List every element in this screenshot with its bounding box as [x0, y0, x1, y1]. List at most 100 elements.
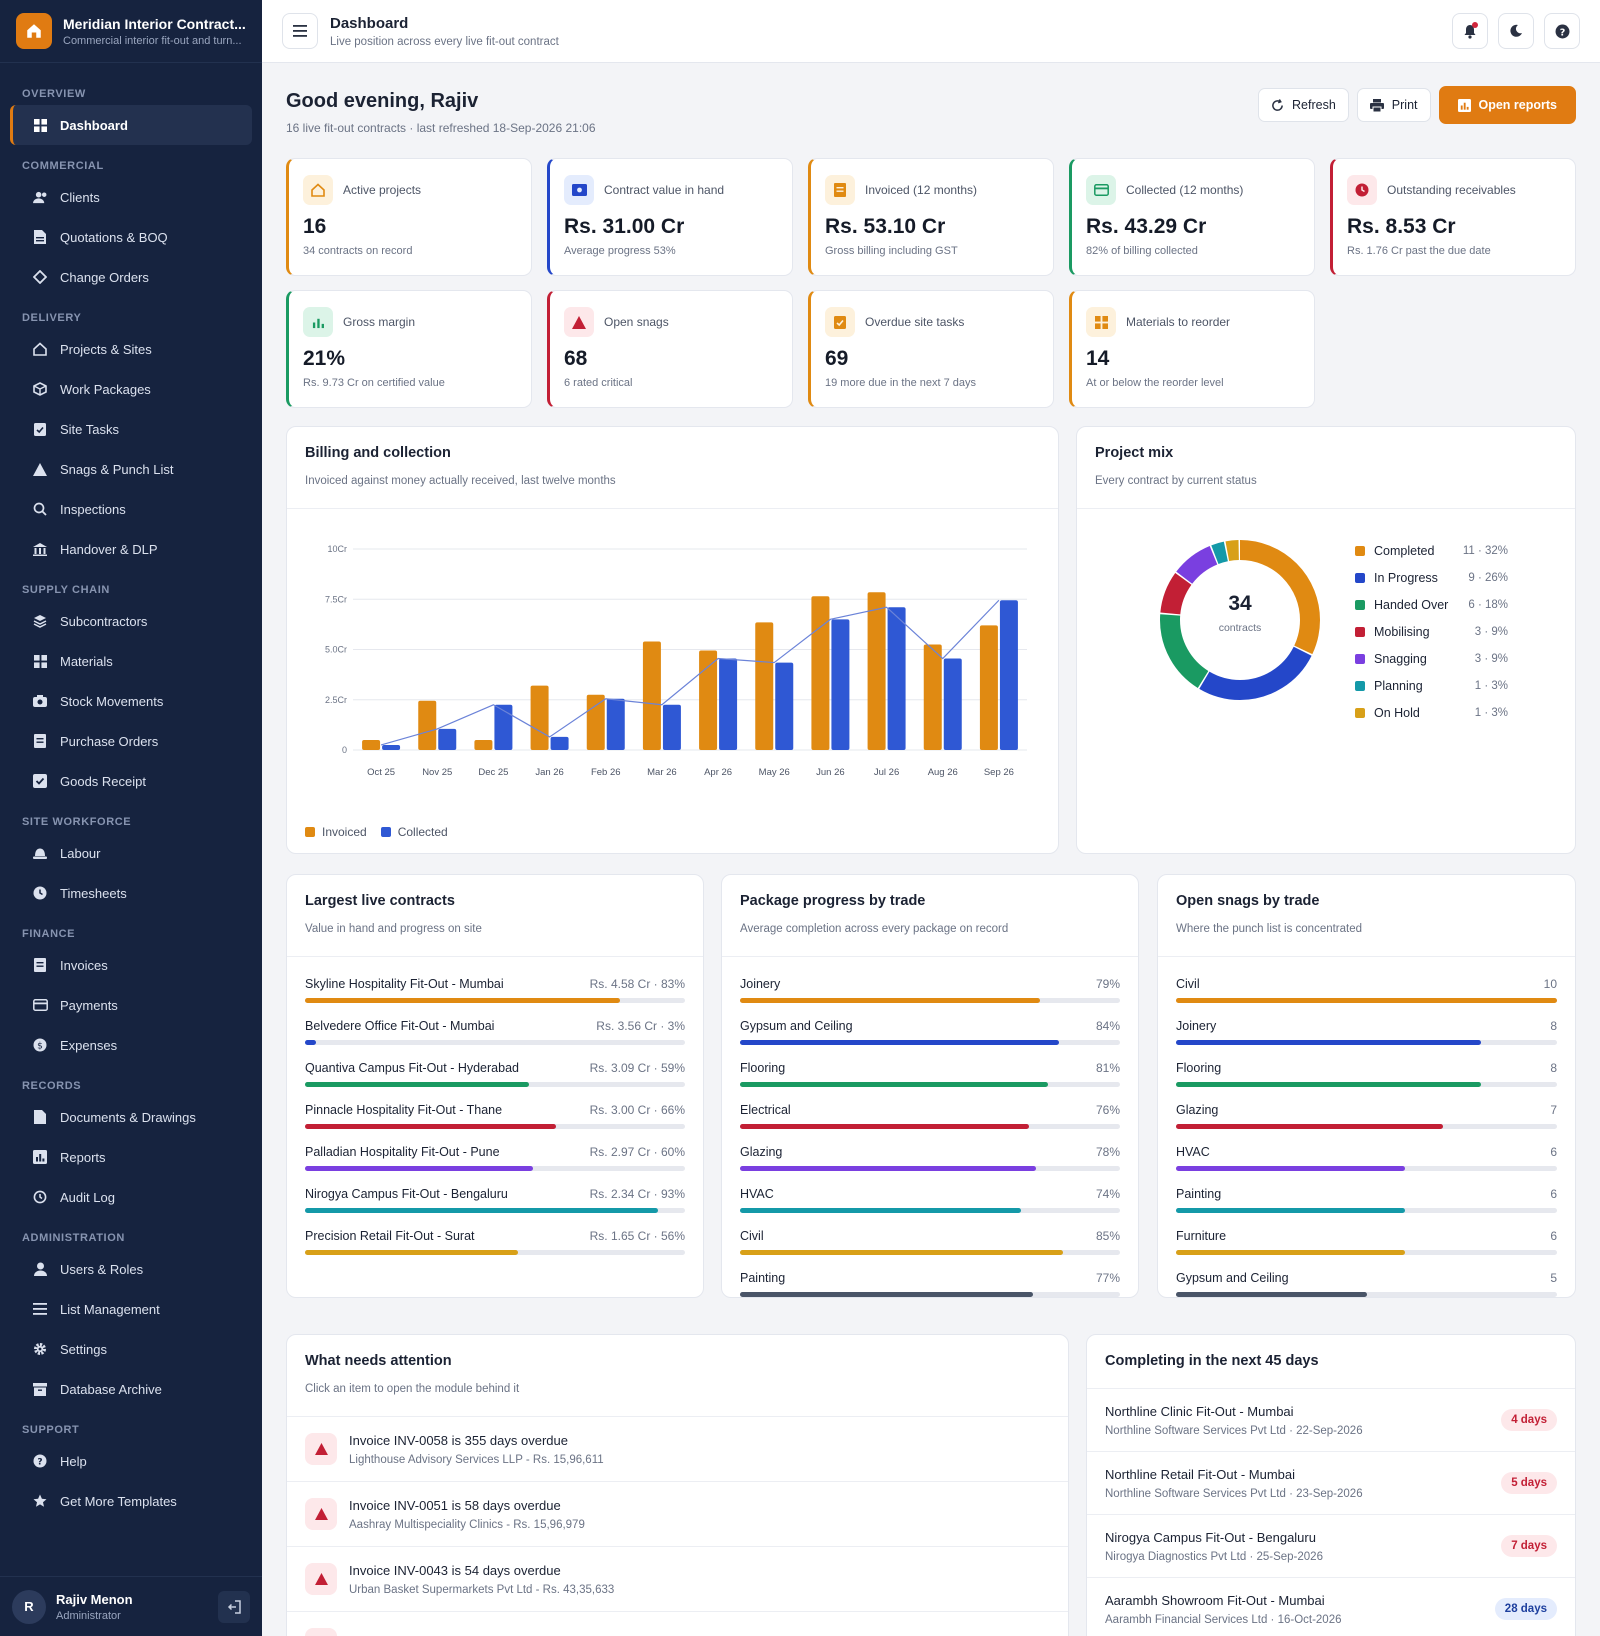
- sidebar-item-materials[interactable]: Materials: [10, 641, 252, 681]
- snag-trade-row[interactable]: Joinery 8: [1176, 1019, 1557, 1061]
- donut-slice-handed-over[interactable]: [1160, 540, 1320, 700]
- contract-row[interactable]: Palladian Hospitality Fit-Out - Pune Rs. …: [305, 1145, 685, 1187]
- bar-invoiced[interactable]: [474, 739, 493, 750]
- sidebar-item-purchase-orders[interactable]: Purchase Orders: [10, 721, 252, 761]
- bar-collected[interactable]: [438, 728, 457, 750]
- sidebar-item-projects[interactable]: Projects & Sites: [10, 329, 252, 369]
- completing-item[interactable]: Aarambh Showroom Fit-Out - Mumbai Aarambh…: [1087, 1578, 1575, 1636]
- sidebar-item-handover[interactable]: Handover & DLP: [10, 529, 252, 569]
- package-row[interactable]: Flooring 81%: [740, 1061, 1120, 1103]
- snag-trade-row[interactable]: Civil 10: [1176, 977, 1557, 1019]
- print-button[interactable]: Print: [1356, 88, 1431, 122]
- bar-collected[interactable]: [999, 600, 1018, 750]
- kpi-gross-margin[interactable]: Gross margin 21% Rs. 9.73 Cr on certifie…: [286, 290, 532, 408]
- sidebar-item-labour[interactable]: Labour: [10, 833, 252, 873]
- snag-trade-row[interactable]: HVAC 6: [1176, 1145, 1557, 1187]
- mix-legend-item[interactable]: In Progress 9 · 26%: [1355, 564, 1508, 591]
- completing-item[interactable]: Northline Retail Fit-Out - Mumbai Northli…: [1087, 1452, 1575, 1515]
- bar-invoiced[interactable]: [923, 644, 942, 750]
- refresh-button[interactable]: Refresh: [1258, 88, 1349, 122]
- package-row[interactable]: Gypsum and Ceiling 84%: [740, 1019, 1120, 1061]
- mix-legend-item[interactable]: Completed 11 · 32%: [1355, 537, 1508, 564]
- completing-item[interactable]: Nirogya Campus Fit-Out - Bengaluru Nirogy…: [1087, 1515, 1575, 1578]
- donut-slice-completed[interactable]: [1160, 540, 1320, 700]
- sidebar-item-documents[interactable]: Documents & Drawings: [10, 1097, 252, 1137]
- kpi-collected[interactable]: Collected (12 months) Rs. 43.29 Cr 82% o…: [1069, 158, 1315, 276]
- kpi-materials-reorder[interactable]: Materials to reorder 14 At or below the …: [1069, 290, 1315, 408]
- sidebar-item-list-management[interactable]: List Management: [10, 1289, 252, 1329]
- snag-trade-row[interactable]: Glazing 7: [1176, 1103, 1557, 1145]
- contract-row[interactable]: Precision Retail Fit-Out - Surat Rs. 1.65…: [305, 1229, 685, 1271]
- bar-invoiced[interactable]: [586, 694, 605, 750]
- bar-invoiced[interactable]: [362, 739, 381, 750]
- logout-button[interactable]: [218, 1590, 250, 1623]
- attention-item[interactable]: Invoice INV-0043 is 54 days overdue Urban…: [287, 1547, 1068, 1612]
- package-row[interactable]: Glazing 78%: [740, 1145, 1120, 1187]
- help-button[interactable]: ?: [1544, 13, 1580, 49]
- package-row[interactable]: Electrical 76%: [740, 1103, 1120, 1145]
- bar-collected[interactable]: [662, 704, 681, 750]
- snag-trade-row[interactable]: Flooring 8: [1176, 1061, 1557, 1103]
- sidebar-item-reports[interactable]: Reports: [10, 1137, 252, 1177]
- bar-collected[interactable]: [550, 736, 569, 750]
- contract-row[interactable]: Quantiva Campus Fit-Out - Hyderabad Rs. 3…: [305, 1061, 685, 1103]
- contract-row[interactable]: Nirogya Campus Fit-Out - Bengaluru Rs. 2.…: [305, 1187, 685, 1229]
- sidebar-item-site-tasks[interactable]: Site Tasks: [10, 409, 252, 449]
- package-row[interactable]: HVAC 74%: [740, 1187, 1120, 1229]
- bar-invoiced[interactable]: [699, 650, 718, 750]
- bar-invoiced[interactable]: [642, 641, 661, 750]
- attention-item[interactable]: Invoice INV-0051 is 58 days overdue Aashr…: [287, 1482, 1068, 1547]
- notifications-button[interactable]: [1452, 13, 1488, 49]
- snag-trade-row[interactable]: Furniture 6: [1176, 1229, 1557, 1271]
- bar-collected[interactable]: [775, 662, 794, 750]
- attention-item[interactable]: Invoice INV-0058 is 355 days overdue Ligh…: [287, 1417, 1068, 1482]
- mix-legend-item[interactable]: On Hold 1 · 3%: [1355, 699, 1508, 726]
- kpi-outstanding[interactable]: Outstanding receivables Rs. 8.53 Cr Rs. …: [1330, 158, 1576, 276]
- bar-invoiced[interactable]: [811, 596, 830, 750]
- sidebar-item-inspections[interactable]: Inspections: [10, 489, 252, 529]
- bar-collected[interactable]: [887, 607, 906, 750]
- donut-slice-in-progress[interactable]: [1160, 540, 1320, 700]
- mix-legend-item[interactable]: Planning 1 · 3%: [1355, 672, 1508, 699]
- sidebar-item-quotations[interactable]: Quotations & BOQ: [10, 217, 252, 257]
- sidebar-item-clients[interactable]: Clients: [10, 177, 252, 217]
- bar-invoiced[interactable]: [979, 625, 998, 750]
- bar-invoiced[interactable]: [530, 685, 549, 750]
- bar-collected[interactable]: [382, 744, 401, 750]
- bar-collected[interactable]: [943, 658, 962, 750]
- bar-invoiced[interactable]: [755, 622, 774, 750]
- menu-toggle-button[interactable]: [282, 13, 318, 49]
- mix-legend-item[interactable]: Snagging 3 · 9%: [1355, 645, 1508, 672]
- sidebar-item-help[interactable]: ? Help: [10, 1441, 252, 1481]
- bar-collected[interactable]: [606, 698, 625, 750]
- package-row[interactable]: Joinery 79%: [740, 977, 1120, 1019]
- kpi-overdue-tasks[interactable]: Overdue site tasks 69 19 more due in the…: [808, 290, 1054, 408]
- kpi-active-projects[interactable]: Active projects 16 34 contracts on recor…: [286, 158, 532, 276]
- theme-toggle-button[interactable]: [1498, 13, 1534, 49]
- bar-collected[interactable]: [831, 619, 850, 750]
- sidebar-item-work-packages[interactable]: Work Packages: [10, 369, 252, 409]
- sidebar-item-change-orders[interactable]: Change Orders: [10, 257, 252, 297]
- sidebar-item-settings[interactable]: Settings: [10, 1329, 252, 1369]
- sidebar-item-stock-movements[interactable]: Stock Movements: [10, 681, 252, 721]
- snag-trade-row[interactable]: Gypsum and Ceiling 5: [1176, 1271, 1557, 1297]
- mix-legend-item[interactable]: Mobilising 3 · 9%: [1355, 618, 1508, 645]
- kpi-contract-value[interactable]: Contract value in hand Rs. 31.00 Cr Aver…: [547, 158, 793, 276]
- sidebar-item-payments[interactable]: Payments: [10, 985, 252, 1025]
- brand[interactable]: Meridian Interior Contract... Commercial…: [0, 0, 262, 63]
- open-reports-button[interactable]: Open reports: [1438, 86, 1576, 124]
- avatar[interactable]: R: [12, 1589, 46, 1624]
- sidebar-item-snags[interactable]: Snags & Punch List: [10, 449, 252, 489]
- sidebar-item-expenses[interactable]: $ Expenses: [10, 1025, 252, 1065]
- sidebar-item-subcontractors[interactable]: Subcontractors: [10, 601, 252, 641]
- contract-row[interactable]: Pinnacle Hospitality Fit-Out - Thane Rs. …: [305, 1103, 685, 1145]
- sidebar-item-users[interactable]: Users & Roles: [10, 1249, 252, 1289]
- kpi-invoiced[interactable]: Invoiced (12 months) Rs. 53.10 Cr Gross …: [808, 158, 1054, 276]
- completing-item[interactable]: Northline Clinic Fit-Out - Mumbai Northli…: [1087, 1389, 1575, 1452]
- bar-collected[interactable]: [494, 704, 513, 750]
- sidebar-item-timesheets[interactable]: Timesheets: [10, 873, 252, 913]
- sidebar-item-templates[interactable]: Get More Templates: [10, 1481, 252, 1521]
- attention-item[interactable]: Invoice INV-0005 is 44 days overdue: [287, 1612, 1068, 1636]
- sidebar-item-audit-log[interactable]: Audit Log: [10, 1177, 252, 1217]
- sidebar-item-dashboard[interactable]: Dashboard: [10, 105, 252, 145]
